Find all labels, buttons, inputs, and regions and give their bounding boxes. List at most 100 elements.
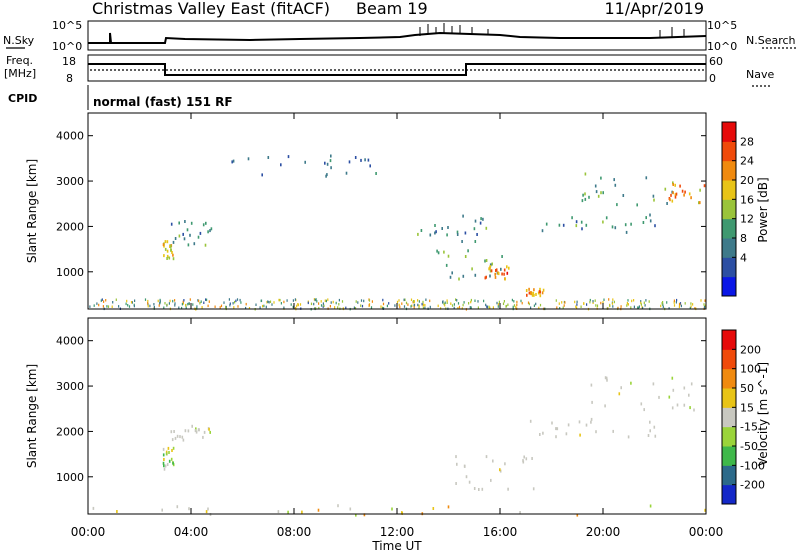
power-cell-5-16 — [456, 233, 459, 236]
velocity-cell-5-9 — [649, 504, 652, 508]
power-cell-4-7 — [533, 288, 535, 292]
power-near-range-cell-153 — [556, 306, 558, 309]
velocity-cell-4-8 — [658, 395, 660, 399]
colorbar-tick-label: 12 — [740, 213, 754, 226]
power-near-range-cell-318 — [530, 306, 532, 309]
velocity-cell-5-15 — [92, 506, 95, 510]
noise-right-label: N.Search — [746, 34, 796, 47]
power-cell-6-14 — [605, 216, 608, 220]
power-cell-9-4 — [364, 158, 366, 162]
power-near-range-cell-208 — [341, 300, 344, 303]
velocity-cell-3-17 — [542, 431, 544, 435]
colorbar-swatch — [722, 160, 736, 181]
power-near-range-cell-160 — [263, 304, 265, 308]
velocity-cell-4-14 — [693, 408, 695, 412]
power-cell-1-8 — [210, 227, 213, 231]
power-near-range-cell-258 — [446, 299, 448, 302]
velocity-cell-4-19 — [605, 376, 608, 380]
power-cell-9-11 — [287, 155, 290, 159]
power-near-range-cell-329 — [188, 302, 190, 305]
power-near-range-cell-366 — [637, 306, 640, 310]
power-cell-2-16 — [485, 259, 488, 262]
power-cell-4-6 — [535, 293, 537, 296]
velocity-cell-1-8 — [195, 430, 198, 434]
colorbar-swatch — [722, 257, 736, 278]
power-near-range-cell-183 — [166, 303, 168, 307]
power-cell-8-3 — [670, 193, 672, 197]
power-near-range-cell-333 — [125, 302, 127, 306]
power-near-range-cell-314 — [555, 299, 557, 302]
power-cell-6-12 — [649, 213, 651, 217]
power-near-range-cell-104 — [185, 306, 187, 309]
power-near-range-cell-41 — [559, 307, 561, 310]
power-near-range-cell-12 — [370, 306, 373, 309]
power-near-range-cell-77 — [451, 304, 454, 307]
power-y-axis: 1000 2000 3000 4000 — [56, 130, 706, 279]
colorbar-tick-label: -100 — [740, 459, 765, 472]
velocity-cell-2-17 — [465, 475, 468, 479]
power-cell-6-15 — [580, 220, 583, 224]
power-near-range-cell-244 — [330, 301, 332, 304]
power-cell-8-13 — [683, 193, 685, 197]
power-near-range-cell-367 — [307, 301, 309, 305]
power-near-range-cell-28 — [357, 301, 359, 304]
power-cell-2-10 — [451, 271, 453, 275]
power-near-range-cell-167 — [200, 300, 202, 303]
power-near-range-cell-141 — [371, 300, 373, 303]
power-near-range-cell-119 — [268, 301, 270, 304]
velocity-cell-3-9 — [585, 423, 588, 427]
power-cell-1-1 — [174, 237, 177, 240]
power-cell-9-7 — [267, 156, 270, 159]
power-near-range-cell-147 — [575, 305, 577, 308]
power-cell-9-14 — [375, 172, 377, 175]
colorbar-tick-label: 100 — [740, 363, 761, 376]
power-cell-2-19 — [489, 274, 491, 278]
power-near-range-cell-166 — [424, 306, 426, 310]
power-cell-4-8 — [528, 291, 531, 295]
power-near-range-cell-117 — [382, 302, 385, 306]
power-near-range-cell-255 — [102, 305, 104, 308]
power-near-range-cell-120 — [100, 299, 102, 302]
velocity-cell-1-0 — [191, 424, 193, 428]
power-near-range-cell-109 — [675, 301, 677, 304]
power-near-range-cell-273 — [496, 301, 498, 305]
power-near-range-cell-293 — [159, 299, 161, 303]
power-cell-8-17 — [674, 195, 677, 199]
velocity-cell-5-20 — [401, 511, 403, 515]
power-cell-2-20 — [489, 269, 492, 273]
power-cell-6-20 — [645, 216, 647, 220]
power-cell-5-20 — [441, 227, 443, 230]
power-cell-5-19 — [446, 233, 448, 237]
power-cell-1-13 — [187, 243, 190, 247]
colorbar-swatch — [722, 388, 736, 408]
power-near-range-cell-335 — [157, 299, 159, 303]
power-cell-0-7 — [166, 240, 169, 244]
power-near-range-cell-185 — [101, 298, 103, 301]
power-cell-9-1 — [329, 159, 332, 163]
velocity-cell-2-21 — [522, 460, 525, 464]
power-cell-2-12 — [445, 263, 448, 267]
colorbar-swatch — [722, 368, 736, 389]
power-near-range-cell-287 — [516, 303, 518, 307]
colorbar-swatch — [722, 218, 736, 239]
power-near-range-cell-29 — [673, 301, 675, 304]
power-near-range-cell-32 — [329, 305, 331, 308]
power-near-range-cell-69 — [296, 304, 298, 308]
power-cell-5-18 — [480, 217, 482, 221]
power-cell-4-1 — [541, 291, 544, 295]
power-cell-9-3 — [330, 154, 332, 158]
time-axis-label: Time UT — [371, 539, 422, 553]
power-near-range-cell-134 — [563, 304, 565, 307]
power-cell-5-2 — [435, 230, 437, 234]
power-near-range-cell-298 — [505, 304, 508, 308]
power-cell-1-20 — [172, 240, 175, 244]
colorbar-swatch — [722, 238, 736, 258]
power-panel: 1000 2000 3000 4000 Slant Range [km] 28 24 20… — [25, 112, 770, 311]
power-cell-3-17 — [488, 267, 490, 271]
power-near-range-cell-73 — [353, 306, 355, 309]
power-near-range-cell-187 — [673, 304, 676, 307]
power-near-range-cell-223 — [469, 306, 471, 309]
power-near-range-cell-197 — [404, 298, 406, 301]
power-near-range-cell-100 — [413, 300, 415, 304]
power-near-range-cell-67 — [338, 298, 340, 302]
